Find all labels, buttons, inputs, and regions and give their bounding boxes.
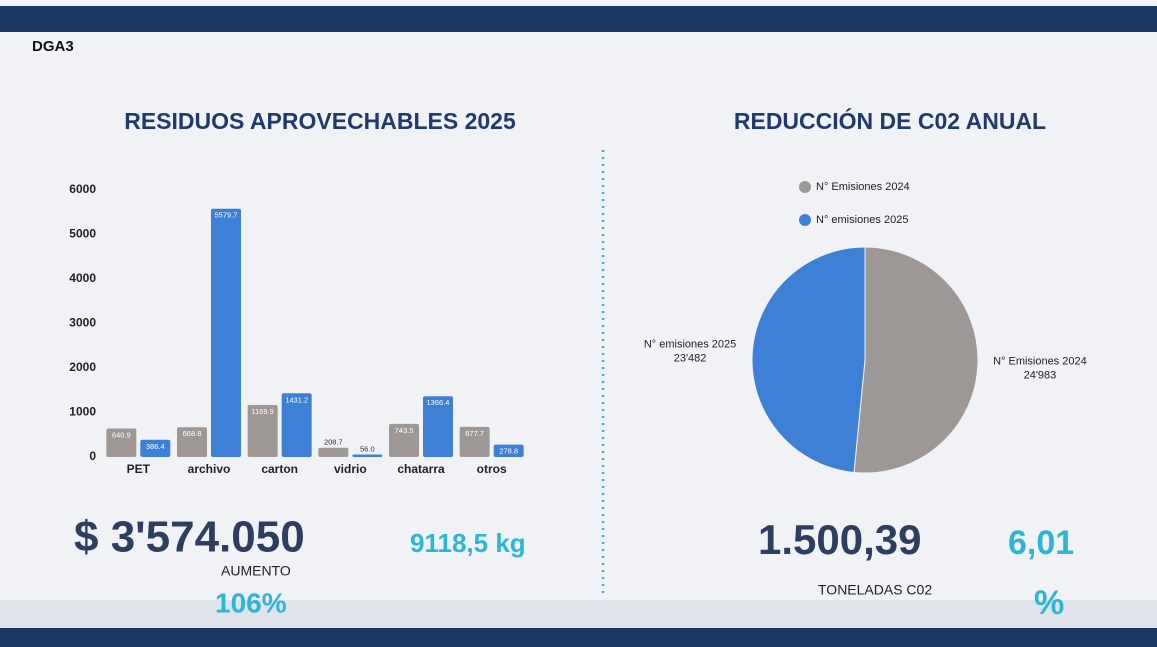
tons-label: TONELADAS C02 xyxy=(818,582,932,598)
y-tick-label: 1000 xyxy=(69,405,96,419)
increase-value: 106% xyxy=(215,587,287,618)
bottom-band xyxy=(0,628,1157,647)
pie-slice xyxy=(853,246,979,474)
slice-label: N° Emisiones 2024 xyxy=(993,355,1087,367)
legend-label: N° emisiones 2025 xyxy=(816,214,908,226)
x-tick-label: carton xyxy=(261,462,298,476)
x-tick-label: PET xyxy=(127,462,151,476)
bar xyxy=(106,428,137,457)
bottom-strip xyxy=(0,600,1157,628)
increase-label: AUMENTO xyxy=(221,563,291,579)
value-label: 640.9 xyxy=(112,430,131,439)
bar xyxy=(423,396,453,457)
value-label: 1366.4 xyxy=(427,398,450,407)
slice-value: 23'482 xyxy=(674,352,707,364)
weight: 9118,5 kg xyxy=(410,528,526,558)
value-label: 1169.9 xyxy=(251,407,273,416)
bar-title: RESIDUOS APROVECHABLES 2025 xyxy=(124,108,516,134)
y-tick-label: 3000 xyxy=(69,316,96,330)
money: $ 3'574.050 xyxy=(74,513,305,562)
value-label: 743.5 xyxy=(395,426,414,435)
value-label: 668.8 xyxy=(183,429,202,438)
bar xyxy=(389,423,419,457)
value-label: 56.0 xyxy=(360,444,375,453)
bar xyxy=(318,447,349,457)
bar xyxy=(459,426,490,457)
bar xyxy=(140,439,171,457)
bar xyxy=(281,393,312,457)
percent-sign: % xyxy=(1034,584,1064,622)
value-label: 5579.7 xyxy=(215,211,238,220)
value-label: 1431.2 xyxy=(285,395,308,404)
bar xyxy=(247,404,278,457)
value-label: 278.8 xyxy=(499,447,518,456)
x-tick-label: otros xyxy=(477,462,507,476)
value-label: 386.4 xyxy=(146,442,165,451)
value-label: 677.7 xyxy=(465,429,484,438)
percent: 6,01 xyxy=(1008,524,1074,562)
bar xyxy=(211,208,241,457)
legend-label: N° Emisiones 2024 xyxy=(816,181,910,193)
header-label: DGA3 xyxy=(32,38,74,55)
slice-value: 24'983 xyxy=(1024,369,1057,381)
bar xyxy=(352,454,383,457)
x-tick-label: chatarra xyxy=(397,462,445,476)
x-tick-label: vidrio xyxy=(334,462,367,476)
slice-label: N° emisiones 2025 xyxy=(644,338,736,350)
legend-swatch xyxy=(799,181,811,193)
bar xyxy=(493,444,524,457)
y-tick-label: 0 xyxy=(89,449,96,463)
tons: 1.500,39 xyxy=(758,516,922,563)
value-label: 208.7 xyxy=(324,438,343,447)
pie-slice xyxy=(751,246,866,474)
y-tick-label: 2000 xyxy=(69,360,96,374)
y-tick-label: 5000 xyxy=(69,227,96,241)
bar xyxy=(177,427,207,457)
x-tick-label: archivo xyxy=(188,462,231,476)
legend-swatch xyxy=(799,214,811,226)
y-tick-label: 6000 xyxy=(69,182,96,196)
pie-title: REDUCCIÓN DE C02 ANUAL xyxy=(734,107,1046,134)
top-band xyxy=(0,6,1157,32)
y-tick-label: 4000 xyxy=(69,271,96,285)
